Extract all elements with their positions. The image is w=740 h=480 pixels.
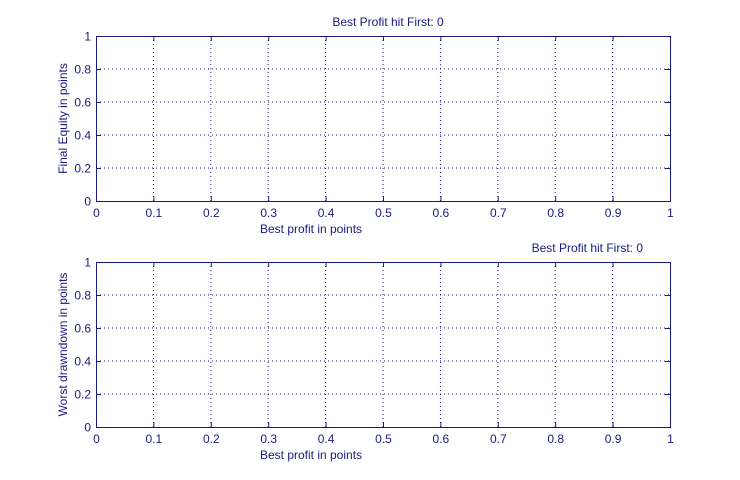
x-tick-label: 0.9 [605, 432, 622, 446]
chart-2: 0 0.1 0.2 0.3 0.4 0.5 0.6 0.7 0.8 0.9 1 0 0.2 0.4 0.6 0… [56, 241, 674, 462]
x-axis-label: Best profit in points [260, 448, 362, 462]
y-tick-label: 0.4 [74, 355, 91, 369]
x-tick-label: 0.2 [203, 206, 220, 220]
x-tick-label: 0.8 [547, 206, 564, 220]
y-tick-label: 1 [84, 30, 91, 44]
plot-area [96, 262, 670, 427]
x-tick-label: 1 [667, 206, 674, 220]
y-axis-label: Final Equity in points [56, 63, 70, 174]
x-tick-label: 0 [93, 432, 100, 446]
x-tick-label: 0.5 [375, 432, 392, 446]
x-tick-label: 0.8 [547, 432, 564, 446]
x-tick-label: 0.6 [433, 206, 450, 220]
x-tick-label: 0.4 [318, 206, 335, 220]
y-tick-label: 0.4 [74, 129, 91, 143]
x-tick-label: 0.7 [490, 432, 507, 446]
y-tick-label: 0 [84, 195, 91, 209]
y-tick-label: 1 [84, 256, 91, 270]
plot-area [96, 36, 670, 201]
x-tick-label: 0.2 [203, 432, 220, 446]
y-tick-label: 0.6 [74, 96, 91, 110]
y-tick-label: 0.8 [74, 289, 91, 303]
x-tick-label: 0.5 [375, 206, 392, 220]
x-tick-label: 0 [93, 206, 100, 220]
chart-title: Best Profit hit First: 0 [532, 241, 644, 255]
x-tick-label: 0.4 [318, 432, 335, 446]
x-axis-label: Best profit in points [260, 222, 362, 236]
y-tick-label: 0 [84, 421, 91, 435]
chart-1: 0 0.1 0.2 0.3 0.4 0.5 0.6 0.7 0.8 0.9 1 0 0.2 0.4 0.6 0… [56, 15, 674, 236]
x-tick-label: 0.9 [605, 206, 622, 220]
y-axis-label: Worst drawndown in points [56, 273, 70, 417]
x-tick-label: 0.3 [260, 206, 277, 220]
x-tick-label: 0.6 [433, 432, 450, 446]
x-tick-label: 1 [667, 432, 674, 446]
x-tick-label: 0.1 [146, 432, 163, 446]
x-tick-label: 0.3 [260, 432, 277, 446]
chart-title: Best Profit hit First: 0 [332, 15, 444, 29]
y-tick-label: 0.2 [74, 162, 91, 176]
y-tick-label: 0.2 [74, 388, 91, 402]
y-tick-label: 0.6 [74, 322, 91, 336]
y-tick-label: 0.8 [74, 63, 91, 77]
x-tick-label: 0.7 [490, 206, 507, 220]
x-tick-label: 0.1 [146, 206, 163, 220]
